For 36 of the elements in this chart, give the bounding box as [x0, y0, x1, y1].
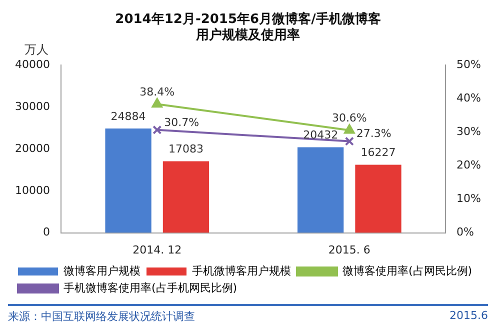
- data-label: 20432: [303, 128, 338, 142]
- y2-tick-label: 0%: [456, 226, 474, 239]
- data-label: 38.4%: [140, 85, 175, 98]
- data-label: 30.7%: [164, 116, 200, 129]
- point: [152, 125, 162, 134]
- y2-tick-label: 30%: [456, 125, 482, 138]
- data-label: 17083: [168, 142, 204, 156]
- text: 2015.6: [450, 309, 488, 324]
- y-tick-label: 40000: [14, 58, 50, 72]
- bar: [297, 147, 344, 233]
- y-tick-label: 20000: [14, 142, 50, 155]
- legend-label: 微博客使用率(占网民比例): [342, 264, 472, 278]
- y2-tick-label: 40%: [456, 92, 482, 105]
- y2-tick-label: 10%: [456, 192, 482, 206]
- y2-tick-label: 20%: [456, 158, 482, 172]
- bar: [355, 164, 402, 233]
- point: [344, 136, 354, 146]
- bar: [105, 128, 152, 233]
- legend-label: 微博客用户规模: [64, 264, 140, 278]
- data-label: 24884: [110, 110, 146, 123]
- y-axis-title: 万人: [24, 42, 48, 56]
- data-label: 16227: [360, 146, 396, 160]
- legend-label: 手机微博客用户规模: [192, 264, 291, 278]
- y-tick-label: 30000: [14, 100, 50, 113]
- bar: [162, 161, 210, 233]
- y-tick-label: 0: [42, 226, 50, 239]
- y-tick-label: 10000: [14, 184, 50, 197]
- chart-subtitle: 用户规模及使用率: [195, 26, 300, 43]
- y2-tick-label: 50%: [456, 58, 482, 72]
- chart-title: 2014年12月-2015年6月微博客/手机微博客: [115, 11, 381, 28]
- data-label: 27.3%: [356, 127, 392, 140]
- x-tick-label: 2015. 6: [328, 243, 370, 256]
- source-note: 来源：中国互联网络发展状况统计调查: [8, 309, 195, 324]
- legend-label: 手机微博客使用率(占手机网民比例): [64, 281, 238, 294]
- x-tick-label: 2014. 12: [132, 243, 182, 256]
- data-label: 30.6%: [332, 112, 367, 125]
